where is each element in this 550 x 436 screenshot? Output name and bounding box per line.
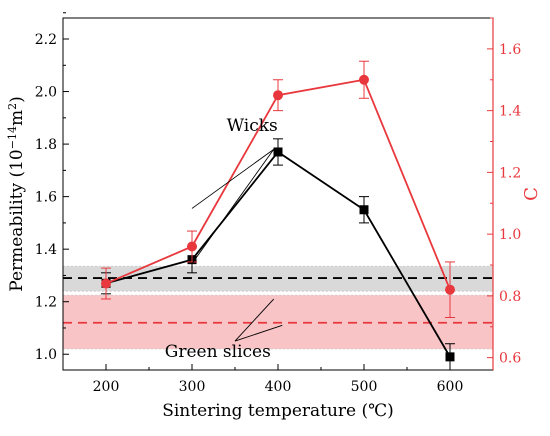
x-tick-label-600: 600 bbox=[437, 379, 464, 395]
y-left-label-part2: m bbox=[7, 110, 27, 126]
annotation-1-pointer-1 bbox=[234, 324, 283, 342]
series-1-point-200 bbox=[101, 278, 111, 289]
yl-tick-label-1.8: 1.8 bbox=[35, 137, 57, 153]
yr-tick-label-1: 1.0 bbox=[499, 227, 521, 243]
yl-tick-label-1.2: 1.2 bbox=[35, 295, 57, 311]
series-1-point-600 bbox=[445, 284, 455, 295]
annotation-0-pointer-1 bbox=[191, 148, 274, 209]
yr-tick-label-1.4: 1.4 bbox=[499, 104, 521, 120]
yr-tick-label-1.6: 1.6 bbox=[499, 42, 521, 58]
annotation-1-label: Green slices bbox=[165, 342, 271, 362]
series-1-point-500 bbox=[359, 74, 369, 85]
series-1-point-300 bbox=[187, 241, 197, 252]
yr-tick-label-1.2: 1.2 bbox=[499, 165, 521, 181]
yl-tick-label-1.4: 1.4 bbox=[35, 242, 57, 258]
yl-tick-label-2.2: 2.2 bbox=[35, 32, 57, 48]
x-tick-label-200: 200 bbox=[93, 379, 120, 395]
y-left-label-sup: −14 bbox=[6, 126, 19, 149]
bands-layer bbox=[62, 265, 494, 350]
annotations-layer: Wicks Green slices bbox=[165, 116, 283, 362]
y-axis-left-label: Permeability (10−14m2) bbox=[6, 96, 28, 291]
series-0-point-500 bbox=[359, 205, 369, 215]
annotation-1-pointer-0 bbox=[234, 298, 275, 342]
series-layer bbox=[101, 60, 455, 371]
x-tick-label-500: 500 bbox=[351, 379, 378, 395]
x-axis-label: Sintering temperature (℃) bbox=[162, 401, 394, 421]
annotation-0-label: Wicks bbox=[227, 116, 278, 136]
y-left-label-sup2: 2 bbox=[6, 103, 19, 110]
y-left-label-part1: Permeability (10 bbox=[7, 149, 27, 291]
annotation-0-pointer-0 bbox=[191, 149, 275, 264]
y-axis-right-label: C bbox=[521, 187, 542, 201]
series-1-point-400 bbox=[273, 90, 283, 101]
y-left-label-close: ) bbox=[7, 96, 27, 103]
series-1-line bbox=[105, 78, 451, 291]
series-0-point-400 bbox=[273, 147, 283, 157]
axes-layer: 200 300 400 500 600 1.0 1.2 1.4 1.6 1.8 2.0 2.2 0.6 0… bbox=[35, 12, 521, 395]
yl-tick-label-2: 2.0 bbox=[35, 85, 57, 101]
x-tick-label-400: 400 bbox=[265, 379, 292, 395]
yl-tick-label-1: 1.0 bbox=[35, 347, 57, 363]
yr-tick-label-0.6: 0.6 bbox=[499, 351, 521, 367]
x-tick-label-300: 300 bbox=[179, 379, 206, 395]
yr-tick-label-0.8: 0.8 bbox=[499, 289, 521, 305]
yl-tick-label-1.6: 1.6 bbox=[35, 190, 57, 206]
series-0-point-600 bbox=[445, 352, 455, 362]
